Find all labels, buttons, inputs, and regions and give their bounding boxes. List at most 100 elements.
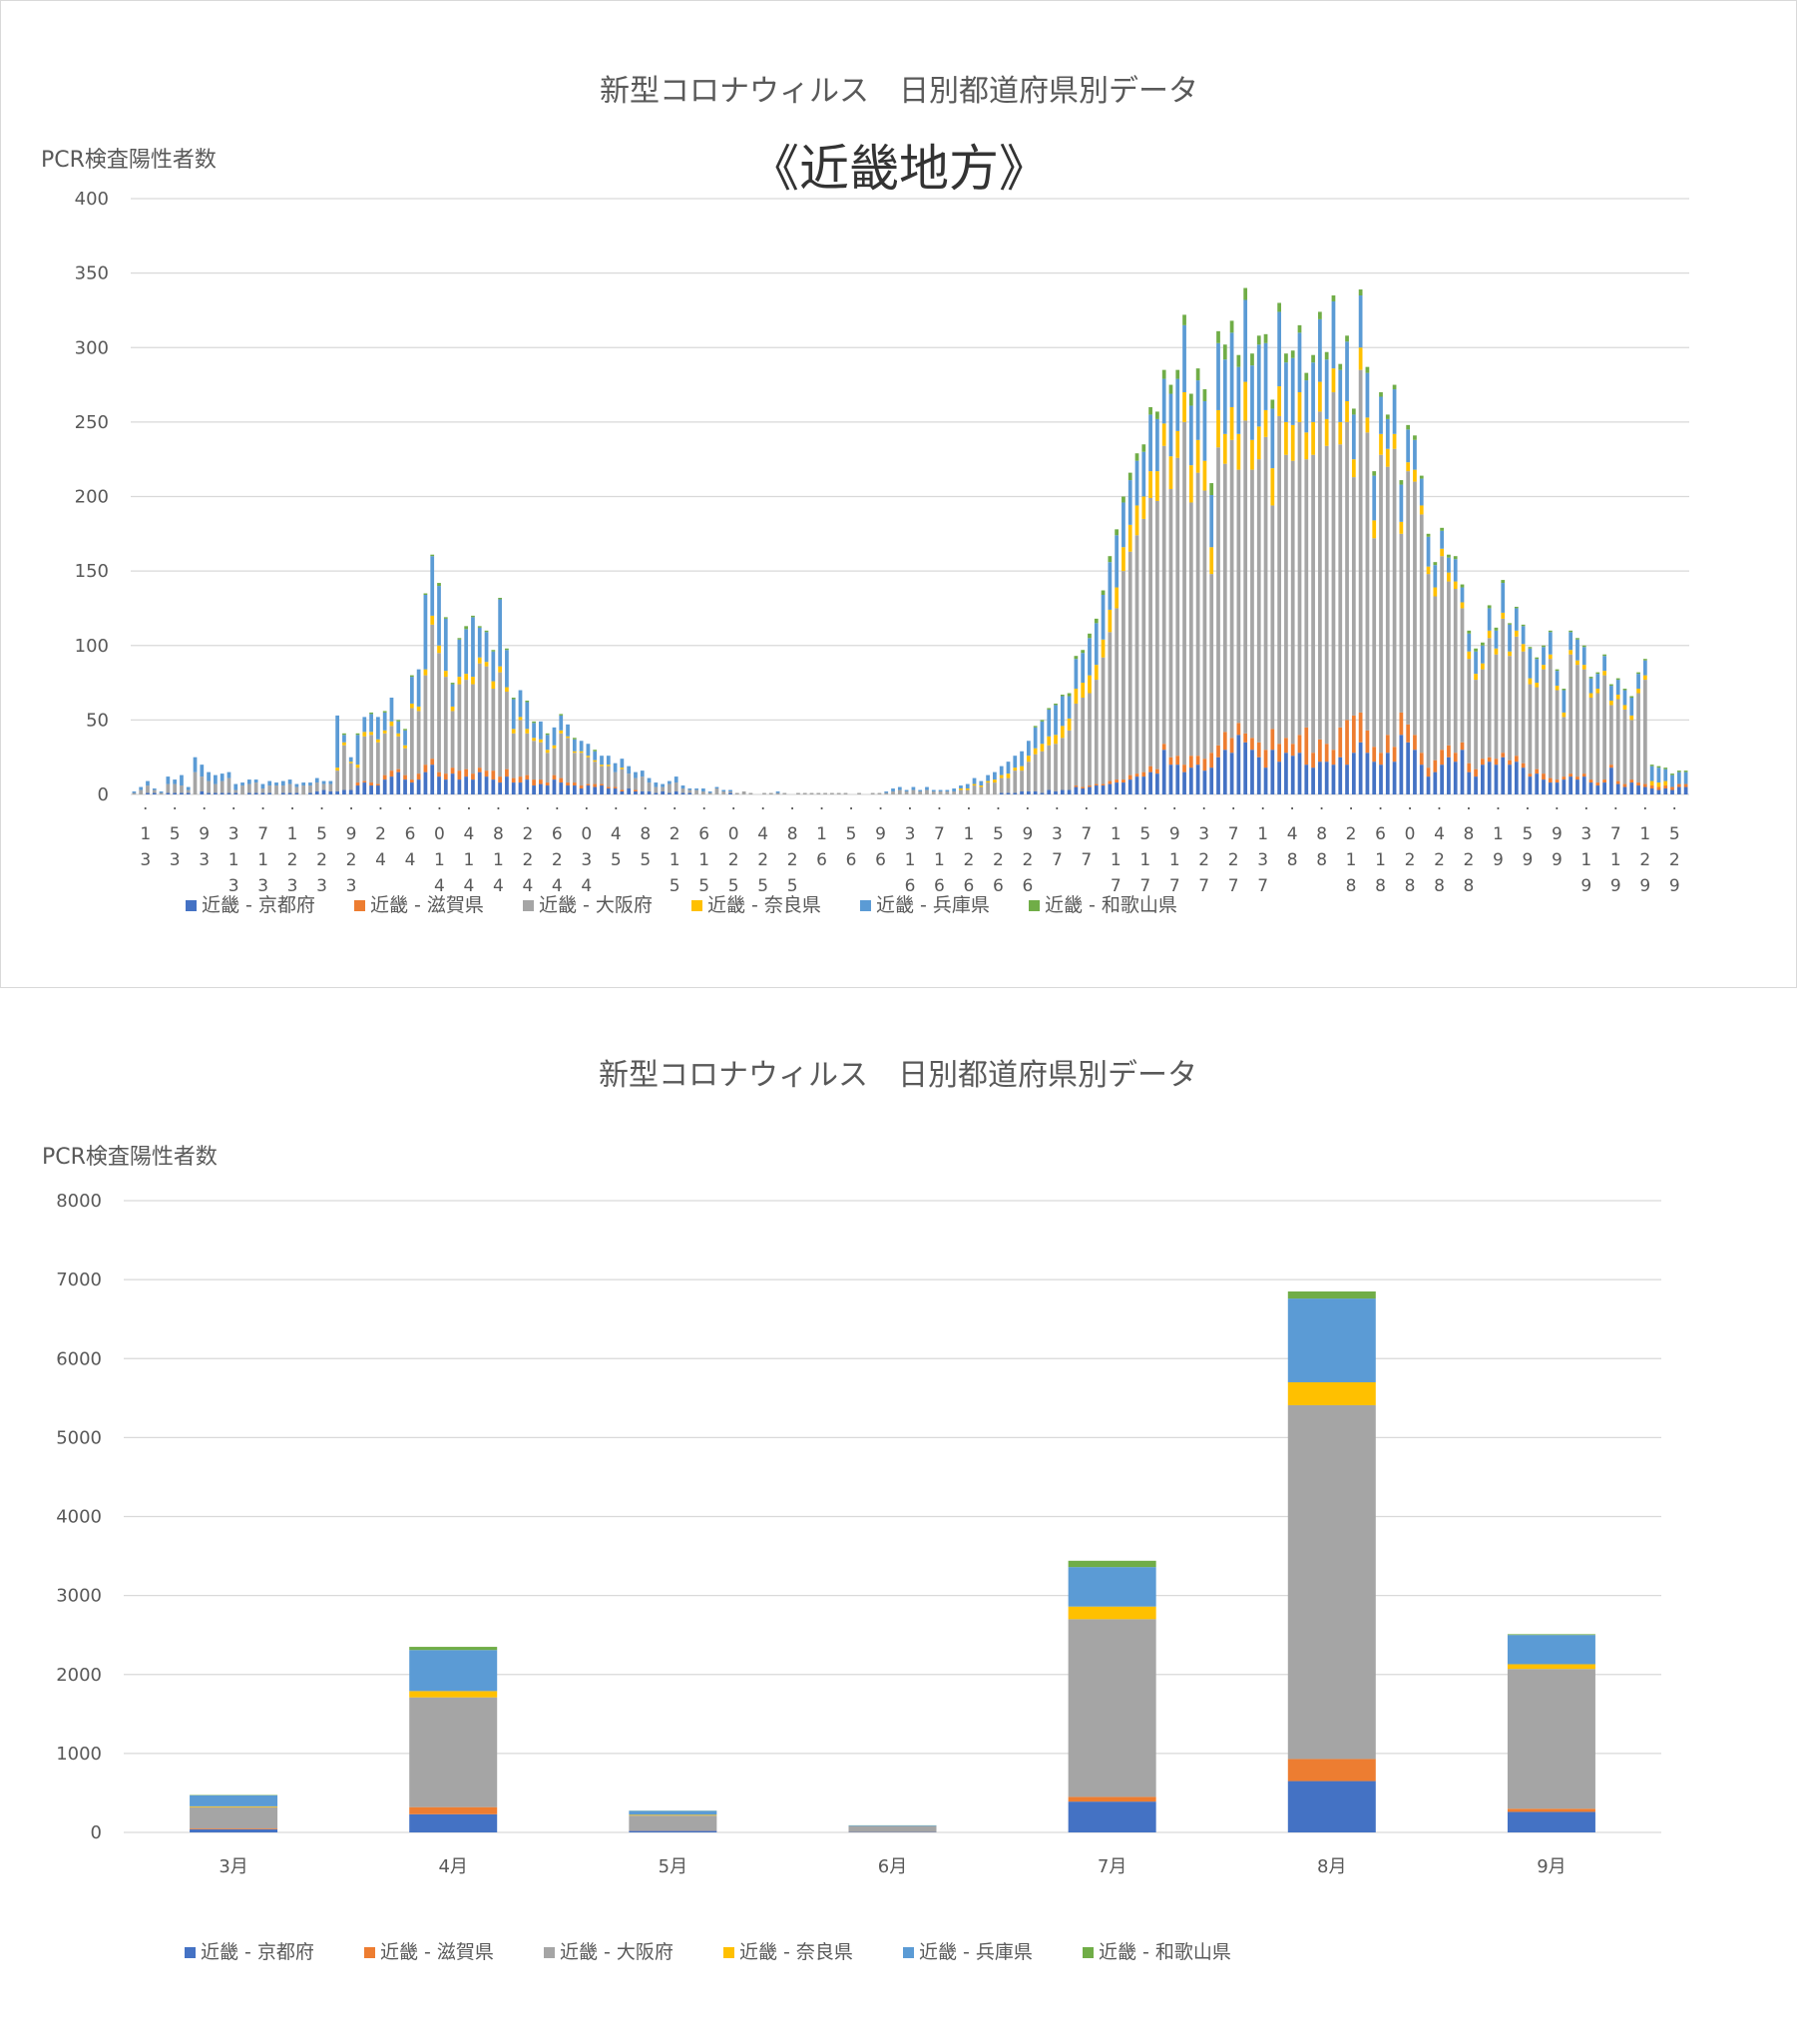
bar-segment xyxy=(1609,767,1613,794)
x-tick-dot: . xyxy=(966,794,971,814)
x-tick-label: 2 xyxy=(1198,850,1209,870)
bar-segment xyxy=(979,785,984,787)
bar-segment xyxy=(396,736,401,769)
bar-segment xyxy=(1629,720,1634,780)
bar-segment xyxy=(1419,505,1424,515)
x-tick-label: 9 xyxy=(1522,850,1533,870)
bar-segment xyxy=(1365,366,1370,373)
x-tick-label: 3 xyxy=(228,824,239,844)
legend-entry: 近畿 - 奈良県 xyxy=(707,894,821,916)
x-tick-label: 1 xyxy=(434,850,445,870)
bar-segment xyxy=(1575,639,1579,661)
bar-segment xyxy=(348,762,353,764)
x-tick-label: 0 xyxy=(1405,824,1416,844)
y-tick-label: 0 xyxy=(91,1822,102,1843)
x-tick-label: 6 xyxy=(934,876,945,896)
x-tick-label: 9 xyxy=(1552,850,1563,870)
bar-segment xyxy=(200,765,205,777)
bar-segment xyxy=(1188,405,1193,466)
x-tick-label: 9月 xyxy=(1537,1856,1566,1877)
x-tick-label: 1 xyxy=(816,824,827,844)
bar-segment xyxy=(1236,723,1241,736)
bar-segment xyxy=(1649,780,1654,786)
bar-segment xyxy=(1222,344,1227,360)
bar-segment xyxy=(1345,335,1349,342)
bar-segment xyxy=(559,715,564,731)
bar-segment xyxy=(1663,768,1668,781)
bar-segment xyxy=(369,714,373,733)
bar-segment xyxy=(1290,357,1295,425)
bar-segment xyxy=(403,774,407,780)
x-tick-label: 8 xyxy=(787,824,798,844)
bar-segment xyxy=(1392,762,1397,794)
bar-segment xyxy=(1195,439,1200,473)
x-tick-label: 3 xyxy=(1198,824,1209,844)
bar-segment xyxy=(1602,675,1606,780)
bar-segment xyxy=(1433,562,1438,566)
x-tick-dot: . xyxy=(907,794,912,814)
x-tick-label: 8月 xyxy=(1317,1856,1346,1877)
bar-segment xyxy=(1453,559,1458,582)
bar-segment xyxy=(634,791,638,794)
x-tick-label: 1 xyxy=(934,850,945,870)
bar-segment xyxy=(1670,774,1674,787)
bar-segment xyxy=(1508,656,1512,761)
bar-segment xyxy=(836,792,841,794)
bar-segment xyxy=(430,765,435,794)
bar-segment xyxy=(1026,762,1031,792)
bar-segment xyxy=(1609,765,1613,768)
bar-segment xyxy=(471,615,475,618)
bar-segment xyxy=(1467,651,1472,660)
bar-segment xyxy=(1209,495,1214,548)
bar-segment xyxy=(1392,433,1397,449)
x-tick-dot: . xyxy=(1319,794,1324,814)
bar-segment xyxy=(1094,665,1099,681)
bar-segment xyxy=(1447,581,1451,746)
bar-segment xyxy=(1656,786,1661,790)
bar-segment xyxy=(409,1806,498,1814)
bar-segment xyxy=(416,669,421,707)
bar-segment xyxy=(1094,680,1099,784)
bar-segment xyxy=(1588,697,1593,780)
x-tick-label: 2 xyxy=(757,850,768,870)
bar-segment xyxy=(1494,759,1499,766)
bar-segment xyxy=(484,630,489,633)
bar-segment xyxy=(1372,538,1377,748)
bar-segment xyxy=(1161,744,1166,751)
bar-segment xyxy=(1318,311,1322,319)
x-tick-label: 5 xyxy=(757,876,768,896)
bar-segment xyxy=(1287,1290,1376,1299)
bar-segment xyxy=(1108,632,1113,781)
bar-segment xyxy=(559,733,564,778)
x-tick-label: 8 xyxy=(1405,876,1416,896)
bar-segment xyxy=(1236,366,1241,434)
bar-segment xyxy=(1385,753,1390,794)
x-tick-label: 8 xyxy=(640,824,651,844)
bar-segment xyxy=(1054,744,1058,792)
bar-segment xyxy=(491,779,496,794)
bar-segment xyxy=(552,779,557,794)
bar-segment xyxy=(640,791,645,794)
bar-segment xyxy=(593,760,598,763)
bar-segment xyxy=(925,789,929,794)
bar-segment xyxy=(253,792,258,794)
bar-segment xyxy=(1569,650,1573,655)
bar-segment xyxy=(267,792,272,794)
y-tick-label: 400 xyxy=(75,189,109,210)
x-tick-label: 8 xyxy=(1434,876,1445,896)
bar-segment xyxy=(1068,1796,1156,1802)
bar-segment xyxy=(661,783,665,787)
bar-segment xyxy=(1068,1606,1156,1620)
bar-segment xyxy=(1501,580,1506,584)
x-tick-dot: . xyxy=(1348,794,1353,814)
bar-segment xyxy=(498,666,502,673)
bar-segment xyxy=(1311,421,1315,455)
bar-segment xyxy=(629,1810,717,1815)
bar-segment xyxy=(586,757,591,784)
bar-segment xyxy=(274,782,278,786)
bar-segment xyxy=(1642,783,1647,787)
bar-segment xyxy=(1385,466,1390,736)
bar-segment xyxy=(1040,720,1045,722)
bar-segment xyxy=(959,788,963,790)
y-tick-label: 250 xyxy=(75,412,109,433)
